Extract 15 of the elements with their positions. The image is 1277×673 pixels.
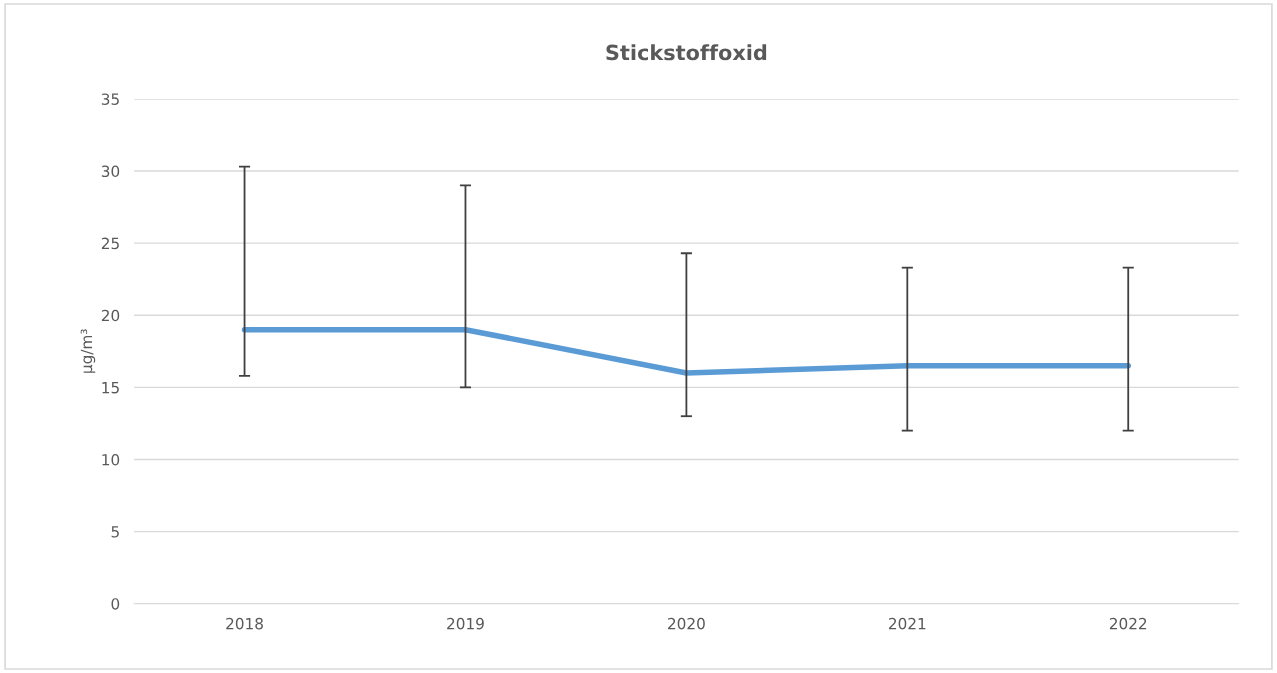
y-tick-label: 20 bbox=[101, 309, 120, 322]
x-tick-label: 2021 bbox=[888, 617, 926, 630]
y-tick-label: 10 bbox=[102, 453, 120, 466]
y-tick-label: 30 bbox=[101, 165, 120, 178]
x-tick-label: 2020 bbox=[668, 617, 705, 630]
y-tick-label: 0 bbox=[111, 598, 120, 610]
y-tick-label: 25 bbox=[101, 237, 119, 250]
y-tick-label: 15 bbox=[102, 382, 119, 394]
y-tick-label: 35 bbox=[101, 93, 119, 105]
x-tick-label: 2018 bbox=[226, 617, 263, 630]
y-tick-label: 5 bbox=[111, 526, 119, 538]
x-tick-label: 2019 bbox=[447, 617, 484, 630]
chart-title: Stickstoffoxid bbox=[606, 44, 767, 61]
y-axis-title: µg/m³ bbox=[80, 329, 96, 373]
x-tick-label: 2022 bbox=[1109, 617, 1147, 630]
